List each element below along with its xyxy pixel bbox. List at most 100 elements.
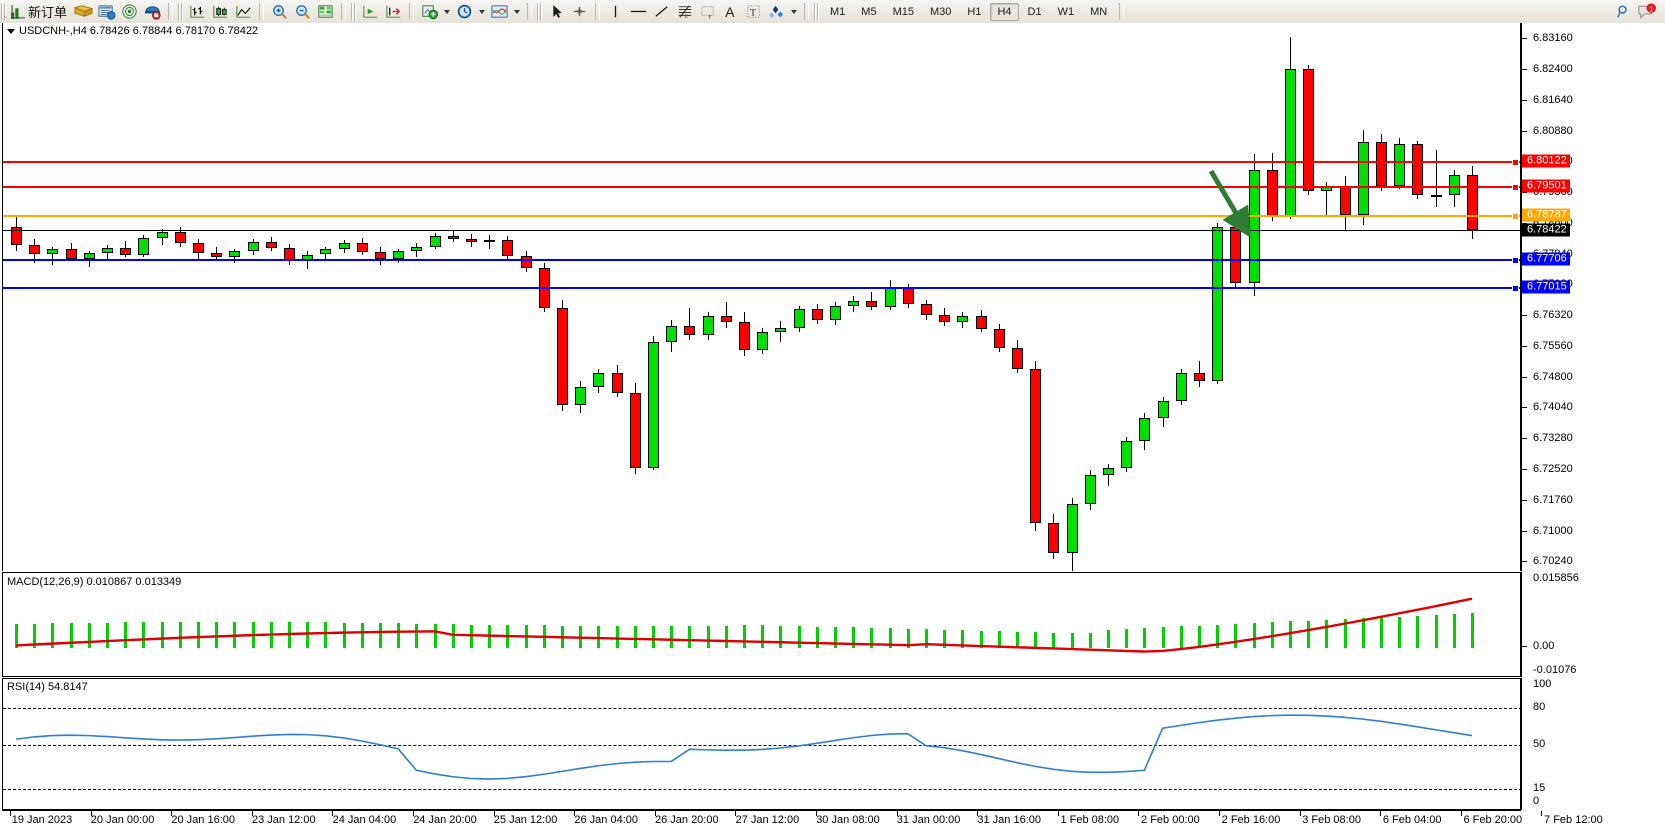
timeframe-m1[interactable]: M1 — [830, 5, 846, 18]
indicators-dropdown-caret[interactable] — [444, 9, 451, 14]
timeframe-w1[interactable]: W1 — [1057, 5, 1075, 18]
toolbar-grip-4[interactable] — [537, 2, 543, 21]
toolbar-grip[interactable] — [1, 2, 6, 21]
chart-shift-button[interactable] — [360, 1, 381, 22]
templates-dropdown-caret[interactable] — [514, 9, 521, 14]
timeframe-mn[interactable]: MN — [1090, 5, 1108, 18]
search-button[interactable] — [1613, 1, 1634, 22]
chevron-down-icon[interactable] — [7, 28, 15, 34]
channel-button[interactable]: F — [697, 1, 718, 22]
candlestick — [229, 251, 241, 258]
timeframe-d1[interactable]: D1 — [1027, 5, 1042, 18]
timeframe-h1[interactable]: H1 — [967, 5, 982, 18]
macd-histogram-bar — [906, 628, 910, 648]
macd-histogram-bar — [106, 622, 109, 648]
auto-trading-button[interactable] — [142, 1, 163, 22]
macd-histogram-bar — [615, 625, 619, 648]
macd-histogram-bar — [997, 631, 1001, 648]
level-line-handle-pivot[interactable] — [1512, 213, 1519, 221]
text-button[interactable]: T — [743, 1, 764, 22]
time-axis[interactable]: 19 Jan 2023 20 Jan 00:00 20 Jan 16:00 23 Ja… — [2, 810, 1603, 834]
timeframe-m15[interactable]: M15 — [892, 5, 914, 18]
zoom-out-button[interactable] — [292, 1, 313, 22]
macd-histogram-bar — [1016, 631, 1019, 648]
macd-histogram-bar — [706, 625, 710, 648]
folder-button[interactable] — [73, 1, 94, 22]
macd-histogram-bar — [761, 625, 765, 648]
level-line-last-price[interactable] — [3, 230, 1520, 232]
vertical-line-button[interactable] — [605, 1, 626, 22]
shapes-dropdown-caret[interactable] — [791, 9, 798, 14]
auto-scroll-button[interactable] — [383, 1, 404, 22]
new-order-button[interactable]: 新订单 — [10, 1, 71, 22]
level-line-handle-resistance-2[interactable] — [1512, 184, 1519, 192]
candlestick — [156, 231, 168, 239]
price-label-support-2[interactable]: 6.77015 — [1522, 280, 1570, 294]
rsi-canvas — [3, 679, 1520, 809]
time-axis-label: 30 Jan 08:00 — [816, 814, 880, 826]
time-axis-label: 26 Jan 20:00 — [654, 814, 719, 826]
price-label-support-1[interactable]: 6.77706 — [1522, 252, 1570, 266]
price-label-resistance-2[interactable]: 6.79501 — [1522, 179, 1570, 193]
alerts-button[interactable]: 1 — [1636, 1, 1657, 22]
line-chart-button[interactable] — [233, 1, 254, 22]
rsi-pane[interactable] — [2, 678, 1521, 810]
time-axis-label: 20 Jan 00:00 — [90, 814, 155, 826]
time-axis-label: 24 Jan 20:00 — [413, 814, 477, 826]
text-label-button[interactable]: A — [720, 1, 741, 22]
toolbar-grip-2[interactable] — [178, 2, 184, 21]
price-axis[interactable]: 6.80122 6.79501 6.78787 6.78422 6.77706 6.770… — [1521, 23, 1665, 571]
level-line-support-2[interactable] — [3, 287, 1520, 290]
toolbar-grip-3[interactable] — [351, 2, 357, 21]
macd-pane[interactable] — [2, 572, 1521, 677]
timeframe-h4[interactable]: H4 — [990, 2, 1019, 21]
templates-button[interactable] — [489, 1, 510, 22]
macd-histogram-bar — [215, 621, 219, 648]
fibonacci-button[interactable]: E — [674, 1, 695, 22]
candlestick-chart-button[interactable] — [210, 1, 231, 22]
grid-icon — [318, 5, 333, 18]
shapes-button[interactable] — [766, 1, 787, 22]
trendline-button[interactable] — [651, 1, 672, 22]
price-label-pivot[interactable]: 6.78787 — [1522, 208, 1570, 222]
level-line-handle-support-1[interactable] — [1512, 257, 1519, 265]
timeframe-m30[interactable]: M30 — [929, 5, 952, 18]
level-line-resistance-2[interactable] — [3, 186, 1520, 189]
periods-icon — [457, 4, 472, 19]
macd-histogram-bar — [743, 624, 746, 648]
down-arrow-annotation[interactable] — [1201, 163, 1261, 238]
chart-area[interactable]: USDCNH-,H4 6.78426 6.78844 6.78170 6.784… — [0, 23, 1665, 833]
level-line-pivot[interactable] — [3, 215, 1520, 218]
grid-button[interactable] — [315, 1, 336, 22]
crosshair-button[interactable] — [569, 1, 590, 22]
price-tick-mark — [1522, 530, 1527, 532]
periods-button[interactable] — [454, 1, 475, 22]
level-line-support-1[interactable] — [3, 259, 1520, 262]
zoom-in-button[interactable] — [269, 1, 290, 22]
shapes-icon — [769, 5, 784, 19]
level-line-resistance-1[interactable] — [3, 161, 1520, 164]
signals-button[interactable] — [119, 1, 140, 22]
toolbar-grip-5[interactable] — [814, 2, 820, 21]
periods-dropdown-caret[interactable] — [479, 9, 486, 14]
rsi-level-80 — [3, 707, 1520, 709]
level-line-handle-support-2[interactable] — [1512, 285, 1519, 293]
timeframe-m5[interactable]: M5 — [861, 5, 877, 18]
macd-histogram-bar — [979, 630, 983, 648]
indicators-button[interactable] — [419, 1, 440, 22]
data-window-button[interactable] — [96, 1, 117, 22]
horizontal-line-button[interactable] — [628, 1, 649, 22]
time-axis-label: 2 Feb 00:00 — [1141, 814, 1200, 826]
bar-chart-button[interactable] — [187, 1, 208, 22]
cursor-button[interactable] — [546, 1, 567, 22]
time-axis-label: 1 Feb 08:00 — [1060, 814, 1120, 826]
candlestick — [1412, 144, 1424, 196]
price-pane[interactable] — [2, 23, 1521, 571]
time-tick-mark — [1138, 811, 1140, 816]
level-line-handle-resistance-1[interactable] — [1512, 159, 1519, 167]
price-label-last-price[interactable]: 6.78422 — [1522, 223, 1570, 237]
price-label-resistance-1[interactable]: 6.80122 — [1522, 154, 1570, 168]
candlestick — [720, 316, 732, 323]
candlestick — [575, 386, 587, 406]
line-chart-icon — [236, 5, 251, 18]
